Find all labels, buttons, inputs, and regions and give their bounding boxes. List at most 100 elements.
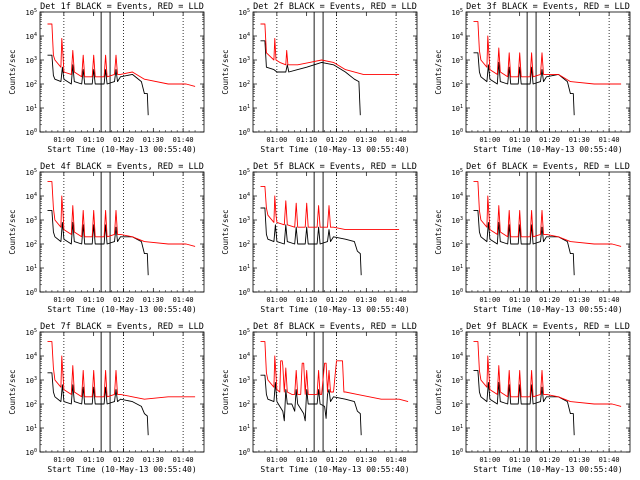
x-tick-label: 01:20 (539, 456, 560, 464)
y-tick-label: 100 (26, 288, 37, 297)
y-tick-label: 104 (239, 192, 250, 201)
panel-title: Det 6f BLACK = Events, RED = LLD (466, 162, 630, 172)
events-series-line (47, 209, 149, 276)
y-tick-label: 105 (239, 168, 250, 177)
y-tick-label: 102 (452, 80, 463, 89)
detector-panel-6: Det 6f BLACK = Events, RED = LLD 100 101 10… (434, 162, 631, 314)
y-axis-title: Counts/sec (8, 209, 17, 254)
x-tick-label: 01:00 (266, 136, 287, 144)
panel-title: Det 4f BLACK = Events, RED = LLD (40, 162, 204, 172)
x-tick-label: 01:30 (143, 296, 164, 304)
lld-series-line (260, 185, 400, 231)
plot-frame (252, 171, 418, 293)
y-tick-label: 104 (452, 32, 463, 41)
detector-panel-3: Det 3f BLACK = Events, RED = LLD 100 101 10… (434, 2, 631, 154)
lld-series-line (473, 181, 622, 247)
plot-frame (465, 331, 631, 453)
x-tick-label: 01:30 (356, 456, 377, 464)
plot-frame (39, 11, 205, 133)
y-tick-label: 105 (452, 168, 463, 177)
y-tick-label: 105 (239, 328, 250, 337)
y-tick-label: 105 (452, 8, 463, 17)
y-tick-label: 102 (452, 240, 463, 249)
y-tick-label: 102 (239, 400, 250, 409)
plot-frame (465, 171, 631, 293)
x-tick-label: 01:00 (479, 296, 500, 304)
y-tick-label: 103 (239, 216, 250, 225)
y-tick-label: 104 (26, 192, 37, 201)
y-tick-label: 102 (26, 80, 37, 89)
x-tick-label: 01:20 (113, 296, 134, 304)
y-tick-label: 105 (26, 168, 37, 177)
y-axis-title: Counts/sec (434, 369, 443, 414)
events-series-line (260, 40, 361, 116)
events-series-line (473, 209, 575, 276)
y-tick-label: 101 (239, 264, 250, 273)
panel-title: Det 7f BLACK = Events, RED = LLD (40, 322, 204, 332)
events-series-line (473, 52, 575, 116)
detector-panel-4: Det 4f BLACK = Events, RED = LLD 100 101 10… (8, 162, 205, 314)
x-axis-title: Start Time (10-May-13 00:55:40) (260, 465, 409, 474)
y-tick-label: 102 (26, 400, 37, 409)
detector-panel-7: Det 7f BLACK = Events, RED = LLD 100 101 10… (8, 322, 205, 474)
y-tick-label: 102 (239, 80, 250, 89)
y-tick-label: 104 (239, 352, 250, 361)
y-tick-label: 100 (239, 288, 250, 297)
y-tick-label: 101 (239, 424, 250, 433)
x-tick-label: 01:20 (113, 136, 134, 144)
y-axis-title: Counts/sec (8, 49, 17, 94)
y-tick-label: 101 (239, 104, 250, 113)
y-tick-label: 102 (239, 240, 250, 249)
detector-panel-9: Det 9f BLACK = Events, RED = LLD 100 101 10… (434, 322, 631, 474)
x-axis-title: Start Time (10-May-13 00:55:40) (473, 145, 622, 154)
events-series-line (260, 207, 362, 276)
x-tick-label: 01:30 (569, 136, 590, 144)
x-tick-label: 01:40 (386, 296, 407, 304)
x-axis-title: Start Time (10-May-13 00:55:40) (473, 305, 622, 314)
x-tick-label: 01:10 (509, 136, 530, 144)
plot-frame (465, 11, 631, 133)
x-tick-label: 01:20 (326, 136, 347, 144)
y-tick-label: 101 (26, 104, 37, 113)
x-tick-label: 01:20 (539, 296, 560, 304)
y-tick-label: 103 (26, 376, 37, 385)
x-tick-label: 01:00 (266, 296, 287, 304)
x-axis-title: Start Time (10-May-13 00:55:40) (473, 465, 622, 474)
panel-title: Det 5f BLACK = Events, RED = LLD (253, 162, 417, 172)
x-tick-label: 01:10 (509, 456, 530, 464)
y-axis-title: Counts/sec (221, 369, 230, 414)
y-tick-label: 105 (26, 328, 37, 337)
detector-panel-2: Det 2f BLACK = Events, RED = LLD 100 101 10… (221, 2, 418, 154)
x-tick-label: 01:40 (599, 136, 620, 144)
panel-title: Det 3f BLACK = Events, RED = LLD (466, 2, 630, 12)
y-tick-label: 100 (452, 448, 463, 457)
y-tick-label: 103 (239, 56, 250, 65)
y-tick-label: 101 (26, 424, 37, 433)
x-tick-label: 01:20 (113, 456, 134, 464)
x-tick-label: 01:30 (569, 456, 590, 464)
lld-series-line (260, 341, 409, 403)
y-tick-label: 103 (26, 56, 37, 65)
x-tick-label: 01:40 (386, 136, 407, 144)
x-axis-title: Start Time (10-May-13 00:55:40) (260, 305, 409, 314)
y-axis-title: Counts/sec (221, 209, 230, 254)
detector-panel-8: Det 8f BLACK = Events, RED = LLD 100 101 10… (221, 322, 418, 474)
y-tick-label: 100 (239, 448, 250, 457)
events-series-line (47, 54, 149, 116)
y-tick-label: 103 (452, 216, 463, 225)
x-tick-label: 01:10 (296, 456, 317, 464)
x-tick-label: 01:40 (599, 296, 620, 304)
x-tick-label: 01:30 (569, 296, 590, 304)
y-tick-label: 104 (26, 32, 37, 41)
y-tick-label: 101 (452, 264, 463, 273)
lld-series-line (47, 341, 196, 400)
panel-title: Det 2f BLACK = Events, RED = LLD (253, 2, 417, 12)
events-series-line (473, 369, 575, 436)
x-tick-label: 01:40 (173, 296, 194, 304)
detector-panel-1: Det 1f BLACK = Events, RED = LLD 100 101 10… (8, 2, 205, 154)
panel-title: Det 8f BLACK = Events, RED = LLD (253, 322, 417, 332)
plot-frame (252, 11, 418, 133)
x-tick-label: 01:10 (83, 296, 104, 304)
x-tick-label: 01:00 (53, 296, 74, 304)
